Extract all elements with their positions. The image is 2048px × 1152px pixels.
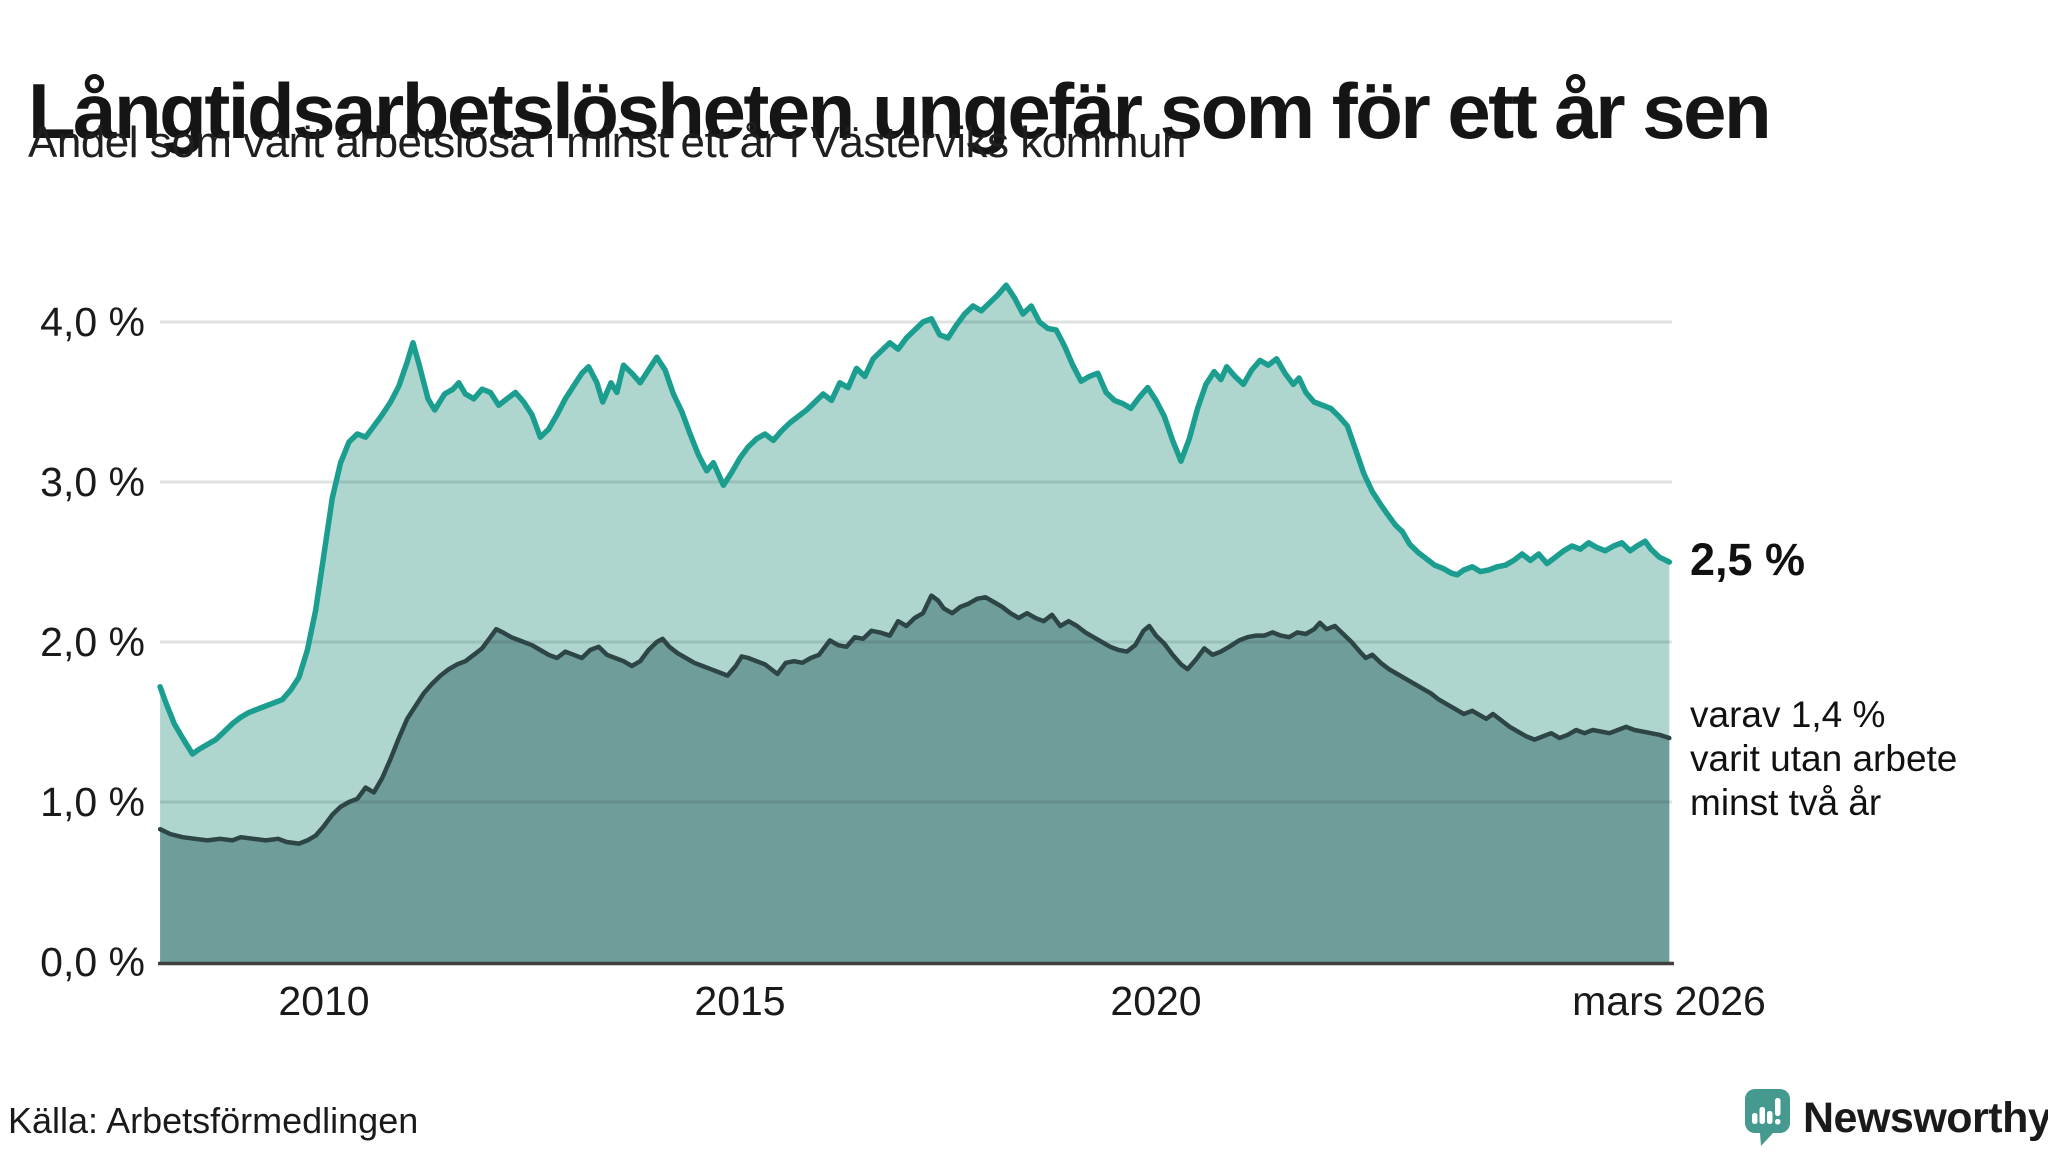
page-title: Långtidsarbetslösheten ungefär som för e… (28, 67, 1772, 156)
y-tick-label: 4,0 % (40, 299, 145, 345)
y-tick-label: 2,0 % (40, 619, 145, 665)
series2-line (157, 593, 1672, 846)
series1-line (157, 282, 1673, 757)
series2-annotation-line: varav 1,4 % (1690, 694, 1886, 735)
newsworthy-logo-icon (1745, 1089, 1790, 1146)
page-subtitle: Andel som varit arbetslösa i minst ett å… (28, 118, 1186, 167)
series2-area-fill (160, 595, 1670, 962)
source-text: Källa: Arbetsförmedlingen (8, 1100, 419, 1141)
series1-end-value-label: 2,5 % (1690, 534, 1806, 585)
series2-annotation-line: varit utan arbete (1690, 738, 1958, 779)
x-tick-label: 2010 (278, 978, 370, 1024)
y-tick-label: 1,0 % (40, 779, 145, 825)
y-tick-label: 0,0 % (40, 939, 145, 985)
x-tick-label: 2020 (1110, 978, 1202, 1024)
series2-annotation-line: minst två år (1690, 782, 1882, 823)
y-tick-label: 3,0 % (40, 459, 145, 505)
series2-annotation: varav 1,4 % varit utan arbete minst två … (1690, 693, 1957, 825)
newsworthy-logo: Newsworthy (1745, 1088, 2048, 1148)
newsworthy-logo-text: Newsworthy (1803, 1093, 2048, 1142)
x-tick-label: 2015 (694, 978, 786, 1024)
x-tick-label: mars 2026 (1572, 978, 1766, 1024)
